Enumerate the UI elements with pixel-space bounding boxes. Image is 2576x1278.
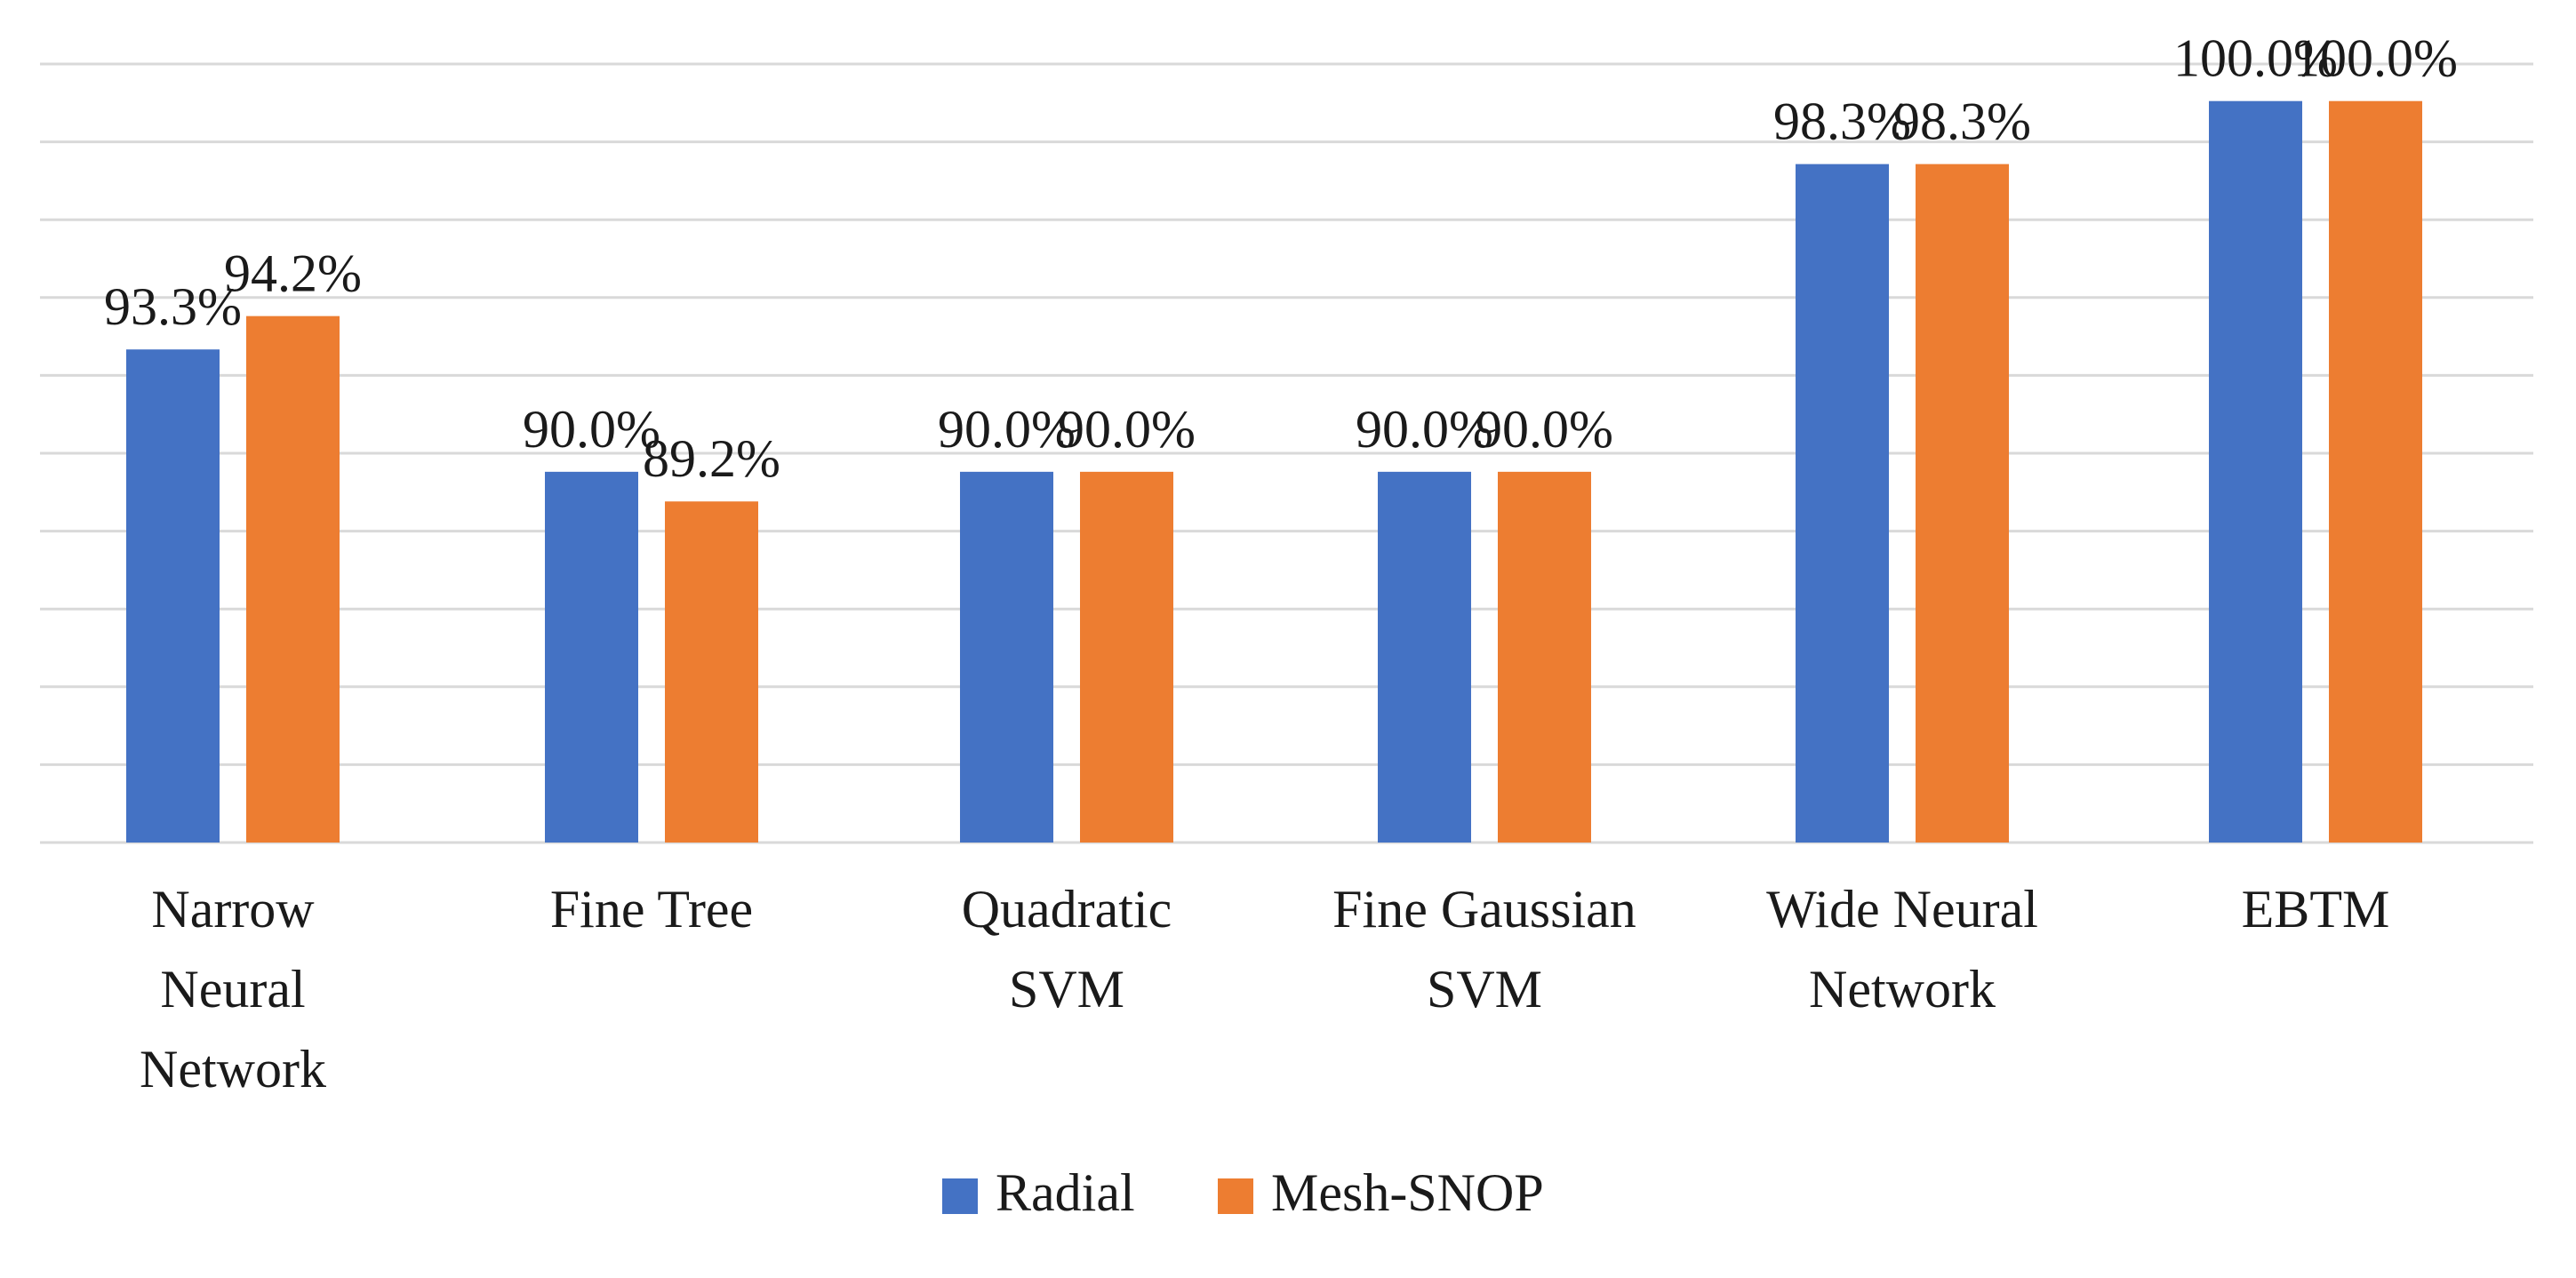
bar-mesh-snop [665, 501, 758, 843]
data-label: 94.2% [224, 244, 362, 303]
data-label: 90.0% [938, 400, 1076, 459]
legend: Radial Mesh-SNOP [942, 1163, 1544, 1222]
data-label: 100.0% [2293, 29, 2458, 88]
category-label: Fine Gaussian SVM [1332, 880, 1636, 1018]
category-label: Wide Neural Network [1766, 880, 2038, 1018]
data-label: 93.3% [104, 277, 242, 336]
legend-swatch [942, 1178, 978, 1214]
category-label: Fine Tree [550, 880, 753, 939]
bar-mesh-snop [2329, 100, 2422, 843]
gridlines [40, 62, 2533, 844]
data-label: 98.3% [1893, 92, 2031, 151]
category-label: Quadratic SVM [962, 880, 1172, 1018]
category-label: Narrow Neural Network [140, 880, 326, 1098]
data-label: 98.3% [1773, 92, 1911, 151]
bar-mesh-snop [1916, 164, 2009, 843]
legend-item-mesh-snop: Mesh-SNOP [1218, 1163, 1544, 1222]
bar-radial [1796, 164, 1889, 843]
data-labels: 93.3%94.2%90.0%89.2%90.0%90.0% 90.0%90.0%… [104, 29, 2458, 489]
data-label: 90.0% [1058, 400, 1196, 459]
category-labels: Narrow Neural Network Fine Tree Quadratic SVM… [140, 880, 2389, 1098]
data-label: 90.0% [523, 400, 660, 459]
legend-label: Radial [996, 1163, 1135, 1222]
bar-mesh-snop [1498, 471, 1591, 843]
bars [126, 100, 2422, 843]
bar-radial [960, 471, 1053, 843]
category-label: EBTM [2242, 880, 2390, 939]
bar-mesh-snop [1080, 471, 1173, 843]
bar-radial [2209, 100, 2302, 843]
data-label: 89.2% [643, 429, 780, 488]
legend-item-radial: Radial [942, 1163, 1135, 1222]
bar-radial [126, 349, 220, 843]
data-label: 100.0% [2173, 29, 2338, 88]
data-label: 90.0% [1356, 400, 1493, 459]
legend-label: Mesh-SNOP [1271, 1163, 1544, 1222]
data-label: 90.0% [1476, 400, 1613, 459]
bar-radial [1378, 471, 1471, 843]
bar-radial [545, 471, 638, 843]
bar-mesh-snop [246, 316, 340, 843]
legend-swatch [1218, 1178, 1253, 1214]
